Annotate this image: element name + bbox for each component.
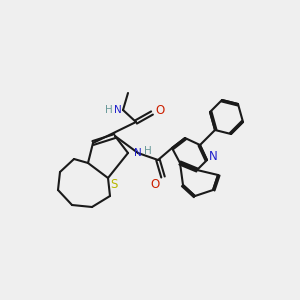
Text: O: O bbox=[155, 103, 165, 116]
Text: N: N bbox=[134, 148, 142, 158]
Text: S: S bbox=[110, 178, 118, 190]
Text: H: H bbox=[105, 105, 113, 115]
Text: N: N bbox=[114, 105, 122, 115]
Text: O: O bbox=[150, 178, 160, 190]
Text: N: N bbox=[208, 151, 217, 164]
Text: H: H bbox=[144, 146, 152, 156]
